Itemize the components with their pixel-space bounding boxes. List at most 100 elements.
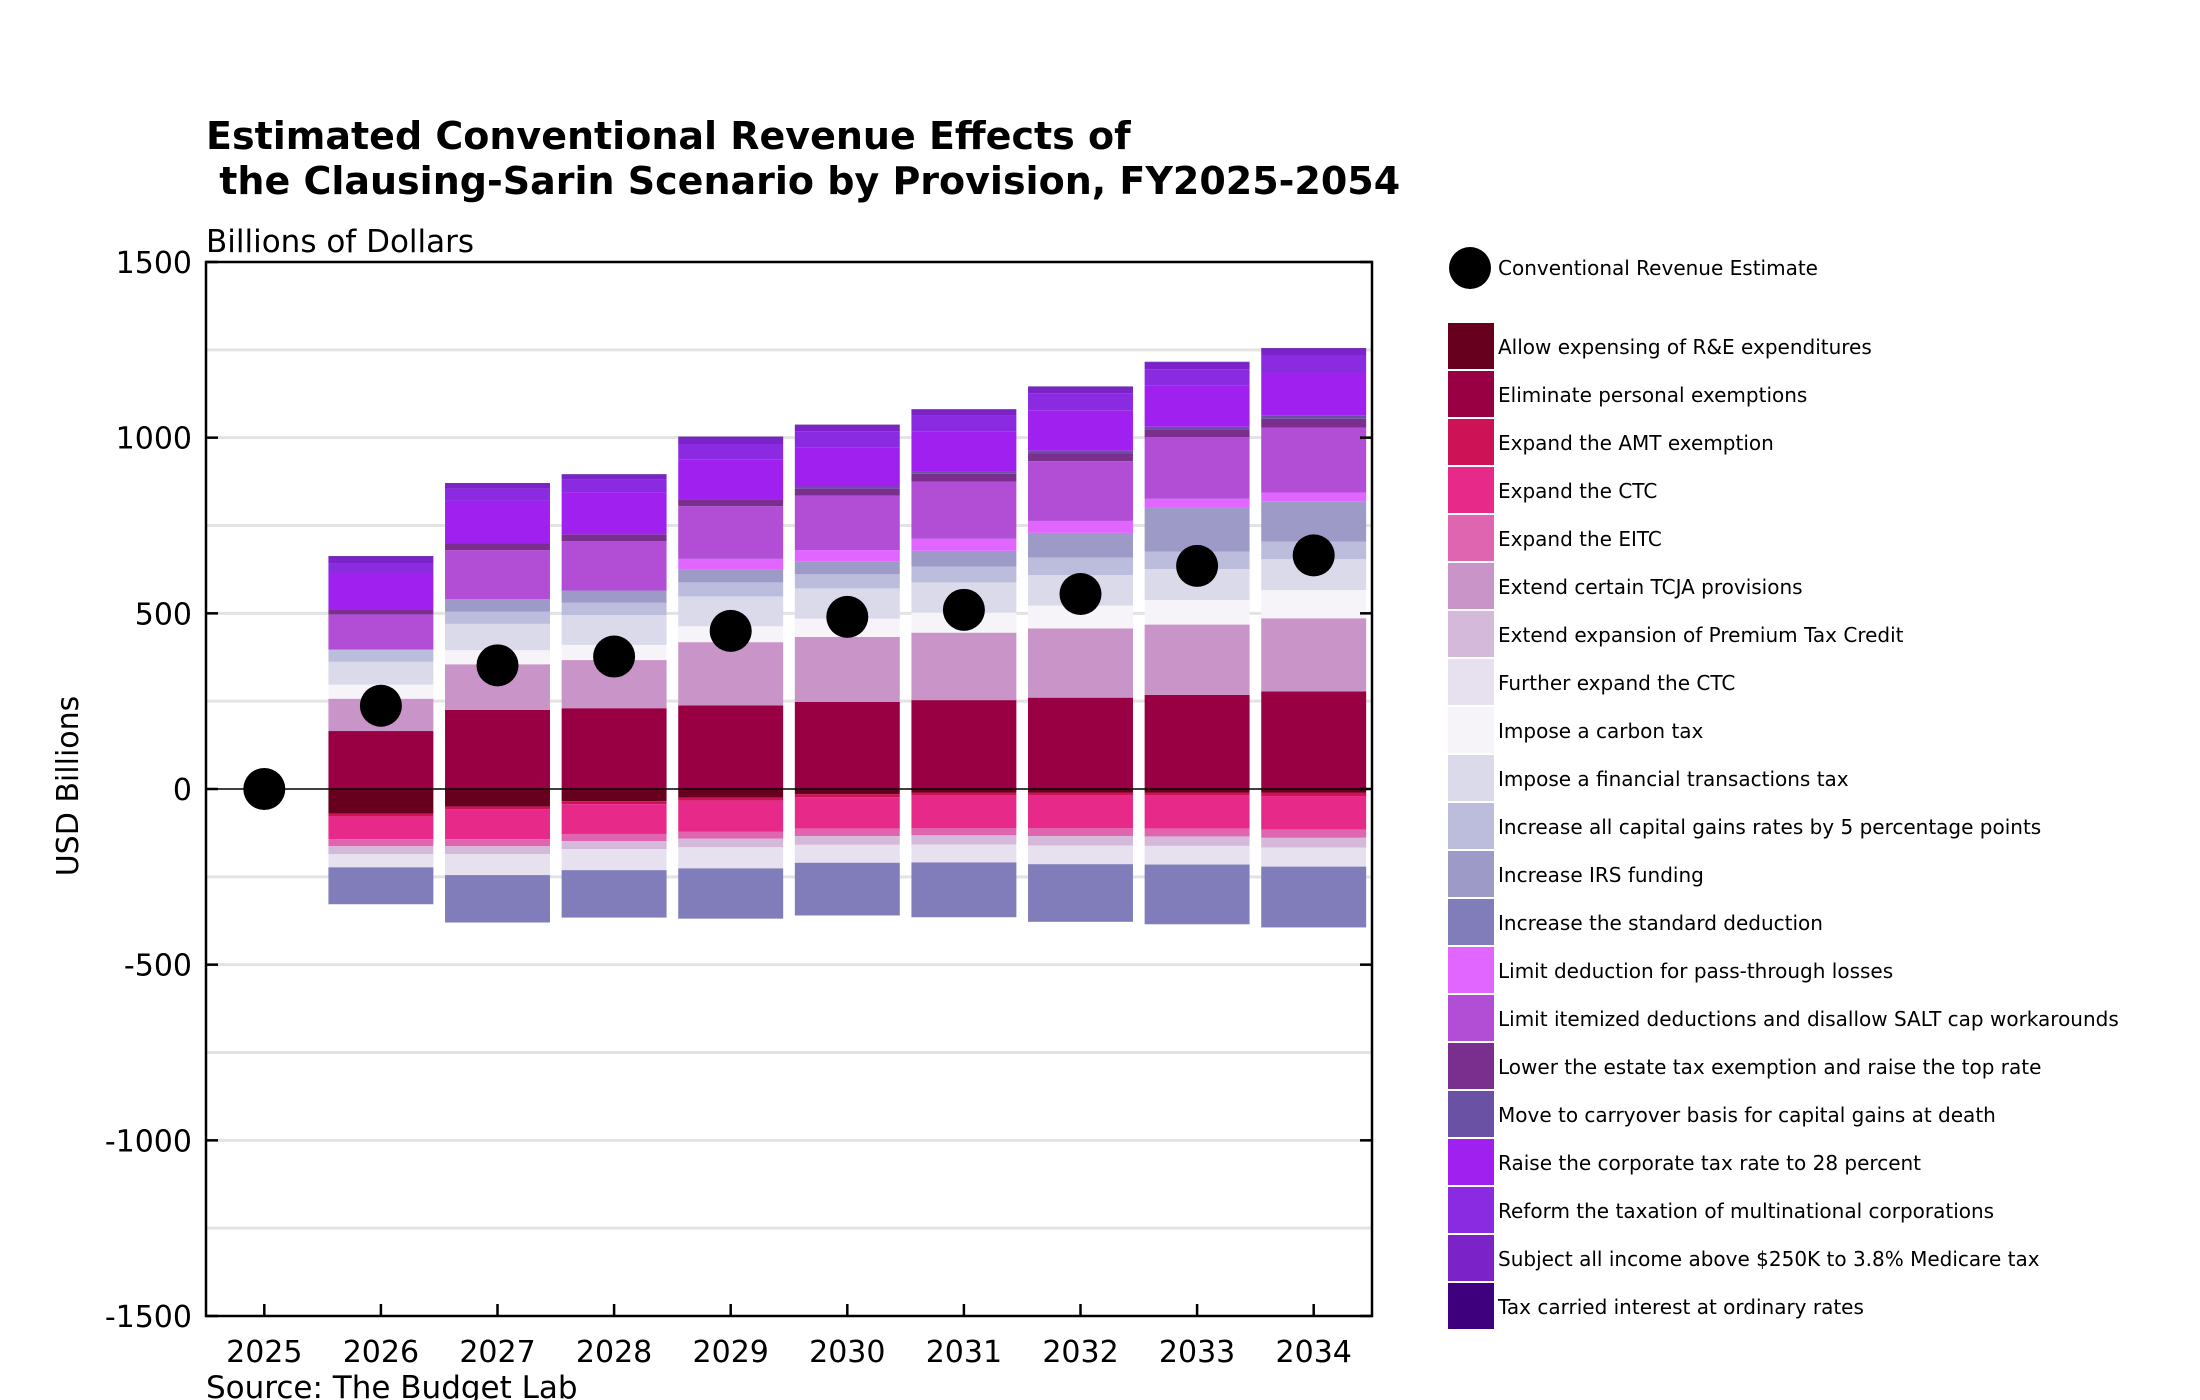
bar-segment — [1261, 427, 1367, 493]
bar-segment — [1261, 847, 1367, 867]
bar-segment — [1144, 792, 1250, 796]
legend-swatch — [1448, 659, 1494, 705]
bar-segment — [561, 590, 667, 603]
bar-segment — [911, 827, 1017, 836]
bar-segment — [561, 602, 667, 616]
bar-segment — [1028, 557, 1133, 576]
estimate-point — [709, 609, 752, 652]
y-tick-label: -1500 — [105, 1300, 192, 1335]
legend-swatch — [1448, 515, 1494, 561]
bar-segment — [445, 789, 550, 807]
legend-swatch — [1448, 1091, 1494, 1137]
bar-segment — [1028, 828, 1133, 837]
bar-segment — [1261, 789, 1367, 793]
bar-segment — [911, 792, 1017, 796]
legend-label: Limit deduction for pass-through losses — [1498, 959, 1893, 983]
bar-segment — [1144, 437, 1250, 499]
bar-segment — [794, 561, 900, 575]
bar-segment — [1261, 373, 1367, 416]
bar-segment — [561, 789, 667, 802]
y-tick-label: -500 — [124, 949, 192, 984]
bar-segment — [445, 839, 550, 847]
bar-segment — [794, 797, 900, 829]
estimate-point — [1292, 534, 1335, 577]
bar-segment — [561, 801, 667, 805]
bar-segment — [328, 661, 434, 685]
bar-segment — [1028, 532, 1133, 558]
bar-segment — [1144, 828, 1250, 837]
bar-segment — [1144, 836, 1250, 846]
bar-segment — [445, 483, 550, 489]
bar-segment — [1261, 418, 1367, 428]
bar-segment — [794, 701, 900, 789]
bar-segment — [678, 838, 784, 848]
legend-label: Further expand the CTC — [1498, 671, 1735, 695]
bar-segment — [1028, 450, 1133, 454]
bar-segment — [1144, 624, 1250, 695]
bar-segment — [561, 849, 667, 871]
bar-segment — [1261, 837, 1367, 848]
bar-segment — [794, 794, 900, 798]
bar-segment — [1144, 426, 1250, 430]
legend-swatch — [1448, 1283, 1494, 1329]
bar-segment — [911, 431, 1017, 472]
bar-segment — [1144, 362, 1250, 370]
legend-label: Extend expansion of Premium Tax Credit — [1498, 623, 1904, 647]
bar-segment — [328, 813, 434, 817]
bar-segment — [678, 847, 784, 869]
bar-segment — [911, 471, 1017, 474]
bar-segment — [1144, 845, 1250, 865]
legend-label: Extend certain TCJA provisions — [1498, 575, 1803, 599]
bar-segment — [1028, 520, 1133, 533]
bar-segment — [445, 809, 550, 840]
bar-segment — [1028, 845, 1133, 865]
bar-segment — [1028, 836, 1133, 846]
legend-label: Impose a carbon tax — [1498, 719, 1704, 743]
bar-segment — [1028, 789, 1133, 793]
x-tick-label: 2030 — [809, 1335, 885, 1370]
bar-segment — [445, 806, 550, 810]
legend-label: Impose a financial transactions tax — [1498, 767, 1849, 791]
bar-segment — [794, 488, 900, 496]
bar-segment — [328, 731, 434, 789]
bar-segment — [794, 447, 900, 487]
x-tick-label: 2032 — [1042, 1335, 1118, 1370]
bar-segment — [911, 566, 1017, 583]
legend-swatch — [1448, 803, 1494, 849]
bar-segment — [561, 479, 667, 493]
legend-label: Reform the taxation of multinational cor… — [1498, 1199, 1994, 1223]
bar-segment — [1144, 385, 1250, 427]
y-tick-label: 500 — [135, 597, 192, 632]
bar-segment — [1144, 369, 1250, 386]
bar-segment — [328, 649, 434, 662]
y-tick-label: -1000 — [105, 1124, 192, 1159]
bar-segment — [911, 409, 1017, 416]
bar-segment — [678, 868, 784, 919]
bar-segment — [445, 875, 550, 923]
bar-segment — [561, 492, 667, 535]
bar-segment — [445, 853, 550, 876]
bar-segment — [794, 636, 900, 702]
bar-segment — [328, 609, 434, 615]
bar-segment — [1261, 618, 1367, 692]
bar-segment — [794, 431, 900, 448]
bar-segment — [445, 550, 550, 600]
legend-estimate-marker — [1449, 247, 1491, 289]
bar-segment — [1261, 492, 1367, 502]
bar-segment — [794, 495, 900, 551]
estimate-point — [593, 635, 636, 678]
estimate-point — [1059, 573, 1102, 616]
axes: -1500 -1000 -500 0 500 1000 1500 2025 2026 2027 20… — [105, 246, 1374, 1370]
legend-swatch — [1448, 995, 1494, 1041]
bar-segment — [1028, 697, 1133, 789]
x-tick-label: 2027 — [459, 1335, 535, 1370]
bar-segment — [1261, 415, 1367, 419]
bar-segment — [328, 556, 434, 564]
chart-title-line-1: Estimated Conventional Revenue Effects o… — [206, 114, 1131, 158]
bar-segment — [678, 459, 784, 500]
bar-segment — [1144, 507, 1250, 552]
legend-swatch — [1448, 419, 1494, 465]
chart-title-line-2: the Clausing-Sarin Scenario by Provision… — [206, 159, 1400, 203]
x-tick-label: 2028 — [576, 1335, 652, 1370]
